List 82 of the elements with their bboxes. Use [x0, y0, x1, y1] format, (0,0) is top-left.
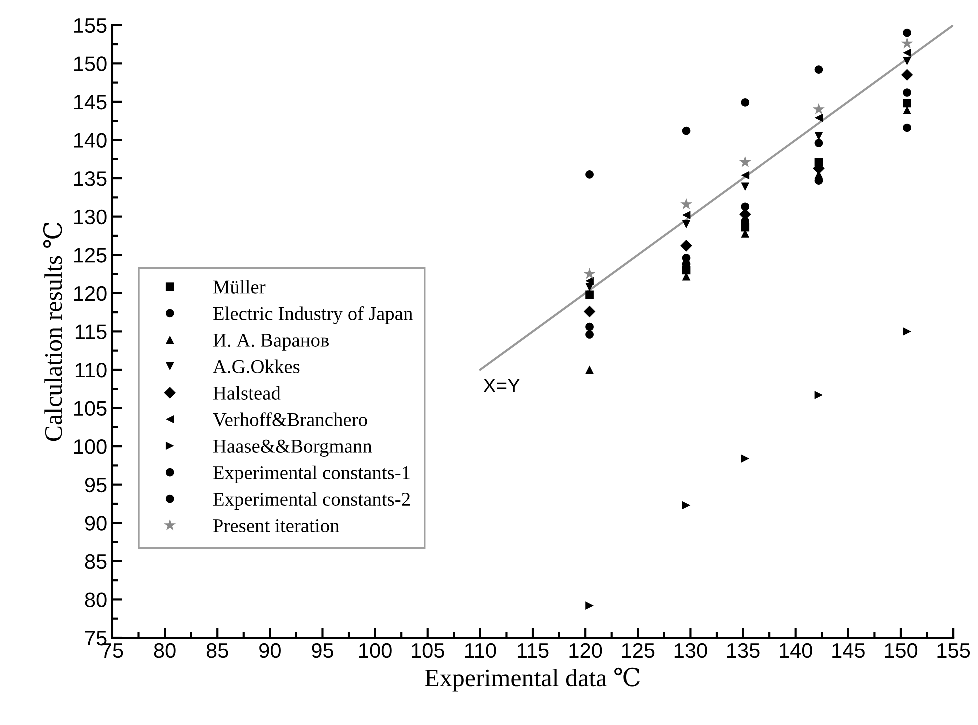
- point: [903, 28, 912, 38]
- point: [584, 268, 596, 280]
- point: [814, 66, 824, 74]
- x-tick-label: 110: [465, 643, 496, 658]
- y-tick-label: 80: [85, 592, 107, 608]
- point: [813, 103, 825, 115]
- y-tick-label: 155: [74, 18, 107, 34]
- y-tick-label: 140: [74, 133, 107, 148]
- y-tick-label: 90: [85, 516, 107, 531]
- legend-label: И. А. Варанов: [213, 334, 330, 351]
- y-tick-label: 130: [74, 210, 107, 225]
- point: [903, 99, 912, 108]
- point: [586, 322, 594, 332]
- point: [739, 156, 752, 168]
- legend-label: Müller: [213, 280, 266, 294]
- point: [680, 198, 692, 210]
- point: [586, 330, 594, 339]
- y-axis-title: Calculation results ℃: [43, 222, 62, 442]
- point: [682, 126, 691, 136]
- point: [586, 602, 594, 610]
- point: [682, 501, 691, 510]
- x-tick-label: 85: [206, 643, 228, 658]
- y-tick-label: 145: [74, 95, 107, 110]
- x-tick-label: 95: [312, 643, 334, 658]
- point: [741, 182, 750, 192]
- legend-label: Verhoff&Branchero: [213, 412, 368, 427]
- point: [903, 328, 912, 336]
- legend-label: Experimental constants-1: [213, 466, 410, 484]
- x-tick-label: 130: [674, 643, 708, 658]
- point: [903, 124, 912, 132]
- point: [903, 48, 912, 58]
- point: [903, 57, 912, 66]
- point: [586, 170, 594, 179]
- point: [682, 211, 691, 220]
- x-tick-label: 115: [518, 644, 549, 658]
- point: [586, 290, 594, 300]
- legend-label: Halstead: [213, 386, 281, 400]
- annotation: X=Y: [484, 379, 520, 392]
- y-tick-label: 95: [85, 478, 107, 493]
- point: [814, 139, 824, 148]
- point: [901, 69, 914, 82]
- x-tick-label: 80: [154, 643, 176, 658]
- point: [741, 454, 750, 463]
- x-tick-label: 105: [412, 643, 444, 658]
- point: [903, 88, 912, 97]
- y-tick-label: 135: [74, 172, 107, 186]
- x-tick-label: 145: [832, 644, 865, 658]
- legend-label: Electric Industry of Japan: [213, 306, 413, 324]
- point: [741, 98, 750, 107]
- x-tick-label: 140: [780, 643, 812, 658]
- y-tick-label: 125: [74, 248, 107, 263]
- legend-label: Haase&&Borgmann: [213, 440, 372, 457]
- y-tick-label: 120: [74, 286, 107, 302]
- x-tick-label: 135: [727, 643, 760, 658]
- point: [814, 391, 824, 400]
- x-tick-label: 120: [570, 643, 602, 658]
- y-tick-label: 85: [85, 554, 107, 570]
- x-tick-label: 125: [622, 643, 655, 658]
- legend-label: A.G.Okkes: [213, 360, 300, 374]
- x-tick-label: 100: [360, 643, 392, 658]
- y-tick-label: 105: [74, 401, 107, 416]
- point: [680, 240, 692, 252]
- y-tick-label: 115: [76, 324, 107, 340]
- x-axis-title: Experimental data ℃: [425, 668, 640, 692]
- x-tick-label: 75: [102, 644, 124, 658]
- y-tick-label: 100: [74, 440, 107, 454]
- point: [584, 306, 596, 318]
- y-tick-label: 150: [74, 56, 107, 72]
- point: [586, 366, 594, 374]
- point: [901, 38, 914, 49]
- y-tick-label: 75: [86, 631, 107, 646]
- point: [586, 276, 594, 286]
- legend-label: Present iteration: [213, 519, 340, 533]
- point: [814, 114, 824, 122]
- point: [741, 171, 750, 180]
- x-tick-label: 155: [938, 644, 970, 658]
- x-tick-label: 150: [885, 643, 918, 658]
- y-tick-label: 110: [76, 362, 107, 378]
- point: [682, 220, 691, 229]
- x-tick-label: 90: [260, 643, 281, 658]
- legend-label: Experimental constants-2: [213, 492, 410, 510]
- point: [741, 202, 750, 212]
